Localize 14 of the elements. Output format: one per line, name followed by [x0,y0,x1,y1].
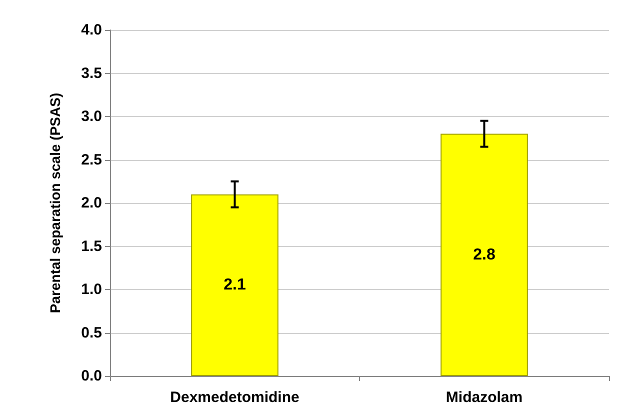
y-tick-label: 4.0 [81,22,102,38]
y-tick-label: 0.0 [81,368,102,384]
y-tick-label: 1.5 [81,238,102,255]
data-label: 2.8 [473,246,496,264]
data-label: 2.1 [224,276,246,294]
y-tick-label: 1.0 [81,281,102,298]
y-tick-label: 2.0 [81,194,102,212]
x-tick-label: Midazolam [446,389,523,406]
x-tick-label: Dexmedetomidine [170,389,300,406]
y-tick-label: 2.5 [81,151,102,168]
y-tick-label: 3.5 [81,64,102,82]
y-axis-title: Parental separation scale (PSAS) [47,92,63,314]
y-tick-label: 0.5 [81,324,102,342]
y-tick-label: 3.0 [81,108,102,125]
